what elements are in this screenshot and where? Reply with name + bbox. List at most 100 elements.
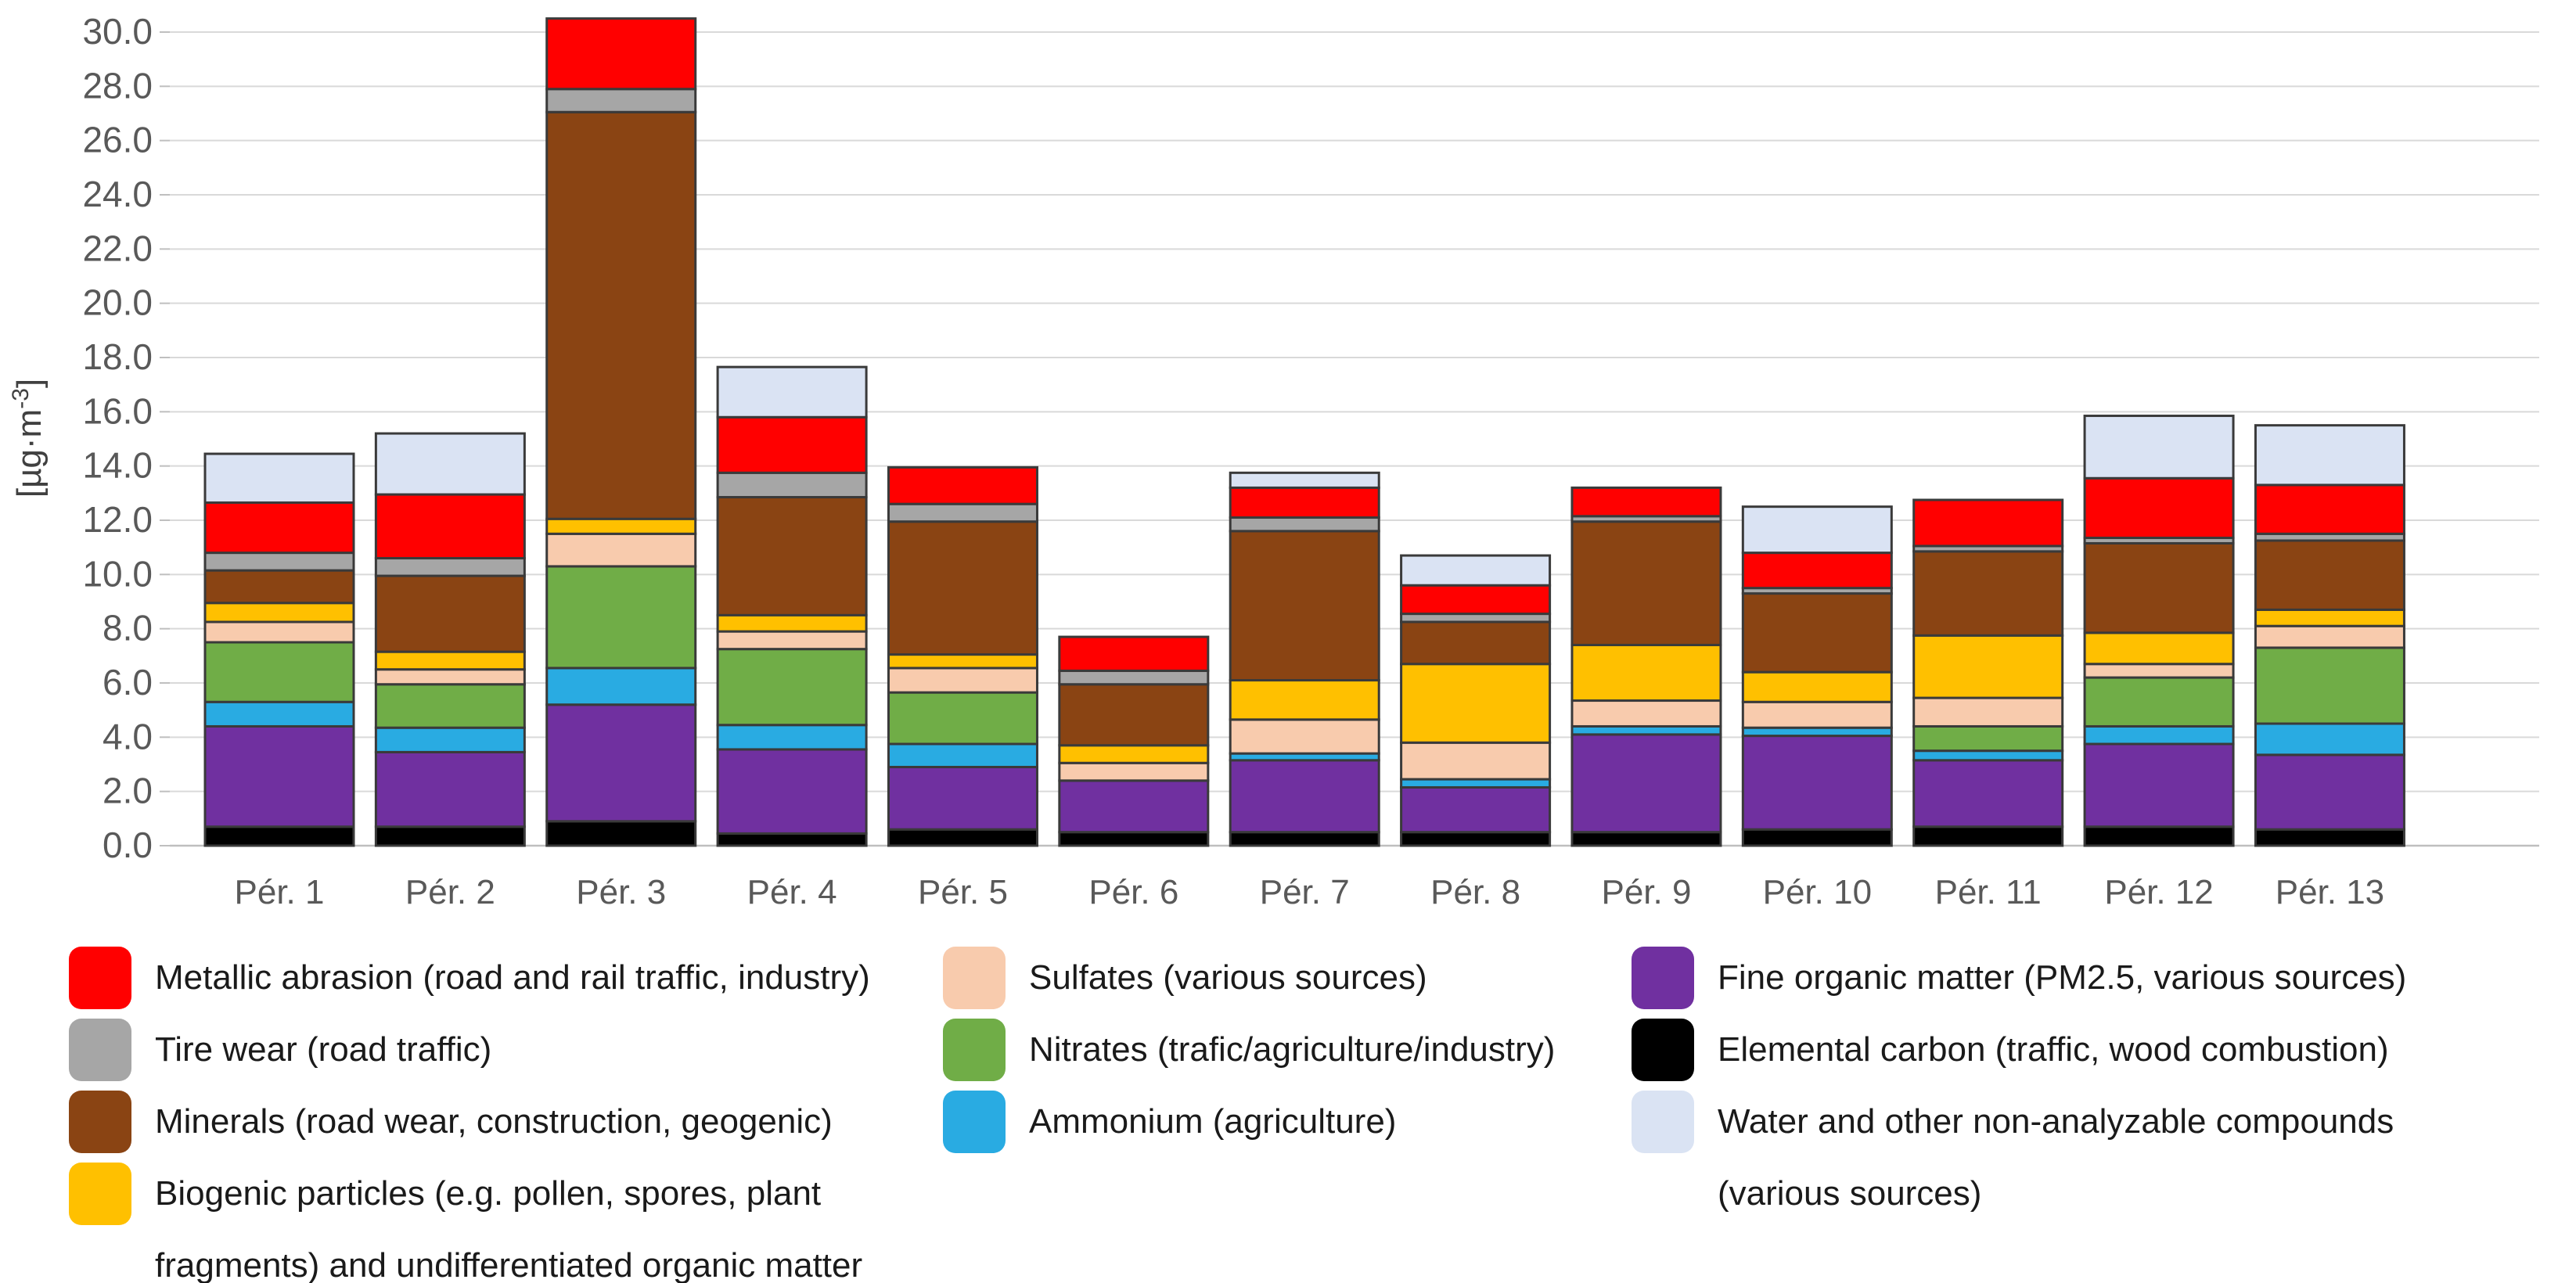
bar-segment-ammonium	[716, 724, 868, 751]
bar-p-r-11	[1912, 498, 2064, 847]
y-tick-label: 18.0	[82, 336, 153, 377]
bar-segment-metallic-abrasion	[545, 17, 697, 91]
nitrates-swatch	[943, 1019, 1006, 1081]
bar-segment-biogenic-particles	[1400, 663, 1552, 744]
bar-segment-fine-organic-matter	[716, 748, 868, 835]
legend-label-tire-wear: Tire wear (road traffic)	[155, 1030, 492, 1069]
legend-item-water-other: Water and other non-analyzable compounds…	[1632, 1086, 2406, 1213]
bar-segment-fine-organic-matter	[1912, 759, 2064, 828]
bar-segment-elemental-carbon	[887, 828, 1038, 847]
bar-segment-metallic-abrasion	[1229, 486, 1380, 519]
sulfates-swatch	[943, 947, 1006, 1009]
legend-label-ammonium: Ammonium (agriculture)	[1029, 1102, 1397, 1141]
legend-label-biogenic-particles-line2: fragments) and undifferentiated organic …	[155, 1246, 863, 1283]
bar-segment-biogenic-particles	[1741, 670, 1893, 703]
y-tick-label: 26.0	[82, 120, 153, 160]
legend-item-fine-organic-matter: Fine organic matter (PM2.5, various sour…	[1632, 942, 2406, 1014]
metallic-abrasion-swatch	[69, 947, 131, 1009]
x-category-label: Pér. 12	[2104, 873, 2213, 911]
bar-segment-ammonium	[545, 667, 697, 706]
bar-segment-biogenic-particles	[2254, 608, 2405, 627]
bar-segment-metallic-abrasion	[1058, 635, 1210, 672]
x-category-label: Pér. 2	[405, 873, 495, 911]
bar-segment-water-other	[203, 452, 355, 504]
elemental-carbon-swatch	[1632, 1019, 1694, 1081]
x-category-label: Pér. 10	[1763, 873, 1872, 911]
bar-segment-minerals	[1058, 683, 1210, 747]
bar-segment-elemental-carbon	[374, 825, 526, 847]
bar-segment-minerals	[2083, 541, 2235, 634]
y-tick-label: 6.0	[103, 662, 153, 703]
bar-segment-water-other	[2254, 424, 2405, 487]
bar-segment-ammonium	[374, 726, 526, 753]
bar-segment-sulfates	[203, 620, 355, 644]
bar-segment-water-other	[1229, 471, 1380, 489]
y-tick-label: 4.0	[103, 716, 153, 757]
bar-segment-sulfates	[2254, 624, 2405, 649]
bar-segment-elemental-carbon	[545, 820, 697, 847]
legend-label-minerals: Minerals (road wear, construction, geoge…	[155, 1102, 833, 1141]
y-tick-label: 30.0	[82, 11, 153, 52]
bar-segment-elemental-carbon	[716, 832, 868, 847]
bar-segment-nitrates	[2254, 646, 2405, 725]
bar-segment-sulfates	[716, 630, 868, 651]
bar-p-r-6	[1058, 635, 1210, 847]
bar-segment-sulfates	[545, 532, 697, 568]
bar-p-r-8	[1400, 554, 1552, 847]
x-category-label: Pér. 8	[1430, 873, 1520, 911]
bar-segment-biogenic-particles	[1570, 643, 1722, 703]
bar-p-r-1	[203, 452, 355, 847]
legend-label-nitrates: Nitrates (trafic/agriculture/industry)	[1029, 1030, 1556, 1069]
bar-segment-minerals	[1400, 620, 1552, 666]
bar-segment-fine-organic-matter	[1058, 779, 1210, 834]
bar-segment-biogenic-particles	[1058, 744, 1210, 764]
bar-segment-sulfates	[1570, 699, 1722, 728]
bar-segment-minerals	[1570, 520, 1722, 646]
bar-segment-tire-wear	[1229, 516, 1380, 533]
bar-segment-ammonium	[1912, 749, 2064, 762]
legend-column-1: Metallic abrasion (road and rail traffic…	[69, 942, 870, 1283]
legend-label-sulfates: Sulfates (various sources)	[1029, 958, 1427, 997]
legend-label-metallic-abrasion: Metallic abrasion (road and rail traffic…	[155, 958, 870, 997]
bar-segment-biogenic-particles	[203, 602, 355, 624]
bar-segment-elemental-carbon	[1570, 831, 1722, 847]
bar-segment-nitrates	[1912, 724, 2064, 753]
minerals-swatch	[69, 1091, 131, 1153]
legend-item-biogenic-particles: Biogenic particles (e.g. pollen, spores,…	[69, 1158, 870, 1283]
x-category-label: Pér. 1	[235, 873, 325, 911]
bar-segment-minerals	[2254, 539, 2405, 611]
bar-p-r-13	[2254, 424, 2405, 847]
bar-segment-water-other	[716, 365, 868, 419]
bar-segment-tire-wear	[203, 552, 355, 572]
bar-p-r-2	[374, 432, 526, 847]
ammonium-swatch	[943, 1091, 1006, 1153]
bar-segment-sulfates	[1912, 696, 2064, 728]
legend-item-tire-wear: Tire wear (road traffic)	[69, 1014, 870, 1086]
bar-segment-biogenic-particles	[374, 650, 526, 671]
legend-label-water-other-line2: (various sources)	[1718, 1174, 1982, 1213]
x-category-label: Pér. 5	[918, 873, 1008, 911]
bar-segment-sulfates	[2083, 663, 2235, 679]
bar-segment-sulfates	[374, 668, 526, 686]
bar-segment-tire-wear	[374, 557, 526, 577]
y-axis-title: [µg·m-3]	[8, 379, 49, 498]
bar-segment-nitrates	[545, 565, 697, 670]
bar-segment-elemental-carbon	[1229, 831, 1380, 847]
bar-segment-metallic-abrasion	[887, 465, 1038, 505]
bar-segment-fine-organic-matter	[545, 703, 697, 823]
legend-item-nitrates: Nitrates (trafic/agriculture/industry)	[943, 1014, 1555, 1086]
bar-segment-minerals	[887, 520, 1038, 656]
bar-segment-tire-wear	[716, 471, 868, 499]
x-category-label: Pér. 3	[576, 873, 666, 911]
bar-segment-fine-organic-matter	[887, 765, 1038, 831]
y-tick-label: 24.0	[82, 174, 153, 214]
y-tick-label: 8.0	[103, 608, 153, 649]
bar-segment-minerals	[716, 496, 868, 616]
bar-segment-ammonium	[1570, 724, 1722, 736]
legend-label-biogenic-particles-line1: Biogenic particles (e.g. pollen, spores,…	[155, 1174, 822, 1213]
bar-segment-minerals	[1229, 530, 1380, 682]
y-tick-label: 28.0	[82, 65, 153, 106]
legend-item-metallic-abrasion: Metallic abrasion (road and rail traffic…	[69, 942, 870, 1014]
bar-segment-tire-wear	[1400, 613, 1552, 624]
bar-segment-sulfates	[1741, 700, 1893, 729]
